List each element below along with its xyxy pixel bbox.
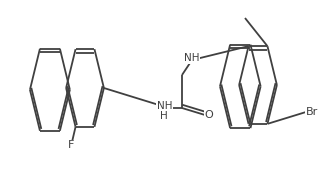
Text: O: O	[204, 110, 213, 120]
Text: NH: NH	[157, 101, 172, 111]
Text: H: H	[160, 111, 168, 121]
Text: Br: Br	[306, 107, 318, 117]
Text: F: F	[67, 140, 74, 150]
Text: NH: NH	[184, 53, 199, 63]
